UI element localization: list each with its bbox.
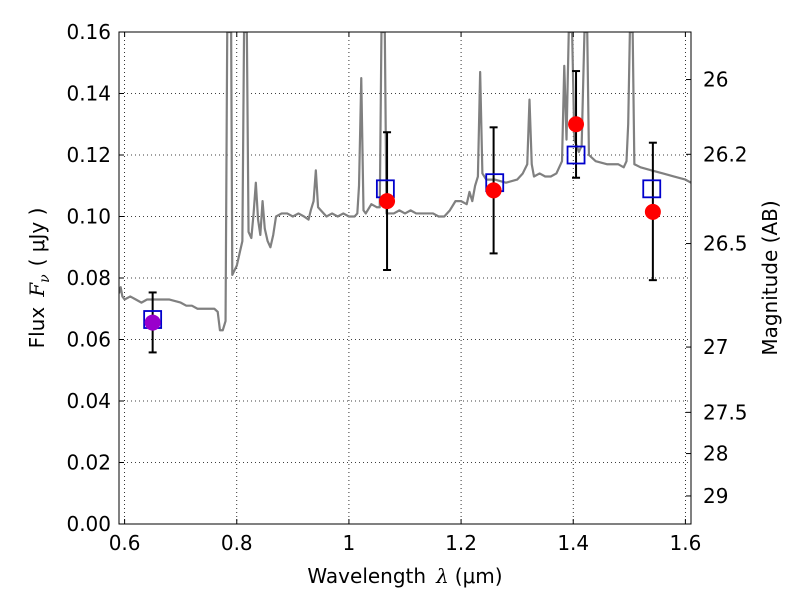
x-tick-label: 1.6	[669, 531, 701, 555]
y-tick-label: 0.06	[66, 328, 111, 352]
observed-photometry-point	[144, 314, 161, 331]
y2-tick-label: 27	[703, 335, 728, 359]
y2-tick-label: 29	[703, 484, 728, 508]
y-tick-label: 0.00	[66, 512, 111, 536]
model-photometry-square	[566, 145, 586, 165]
plot-area	[119, 32, 691, 354]
axis-ticks	[119, 31, 691, 525]
y-tick-label: 0.12	[66, 143, 111, 167]
y-tick-label: 0.08	[66, 266, 111, 290]
x-tick-label: 1.2	[445, 531, 477, 555]
x-tick-label: 1	[343, 531, 356, 555]
observed-photometry-point	[568, 116, 585, 133]
y-tick-label: 0.10	[66, 205, 111, 229]
y-axis-label: FluxFν( μJy )	[25, 208, 53, 349]
y-tick-label: 0.16	[66, 20, 111, 44]
y2-tick-label: 28	[703, 442, 728, 466]
plot-frame	[118, 31, 692, 525]
observed-photometry-point	[485, 182, 502, 199]
y2-tick-label: 26.5	[703, 232, 748, 256]
y-tick-label: 0.14	[66, 82, 111, 106]
observed-photometry-point	[379, 193, 396, 210]
plot-clip-group	[119, 32, 691, 354]
x-tick-label: 1.4	[557, 531, 589, 555]
tick-labels: 0.6 0.8 1 1.2 1.4 1.6 0.00 0.02 0.04 0.06 0.08 0.10…	[66, 20, 747, 555]
y2-axis-label: Magnitude (AB)	[758, 200, 782, 355]
y2-tick-label: 27.5	[703, 400, 748, 424]
x-tick-label: 0.6	[109, 531, 141, 555]
x-tick-label: 0.8	[221, 531, 253, 555]
model-spectrum-line	[119, 32, 691, 332]
x-axis-label: Wavelength λ (μm)	[307, 564, 502, 588]
y2-tick-label: 26	[703, 68, 728, 92]
y-tick-label: 0.04	[66, 389, 111, 413]
grid	[119, 31, 691, 525]
y2-tick-label: 26.2	[703, 142, 748, 166]
model-photometry-square	[642, 179, 662, 199]
y-tick-label: 0.02	[66, 451, 111, 475]
observed-photometry-point	[644, 203, 661, 220]
